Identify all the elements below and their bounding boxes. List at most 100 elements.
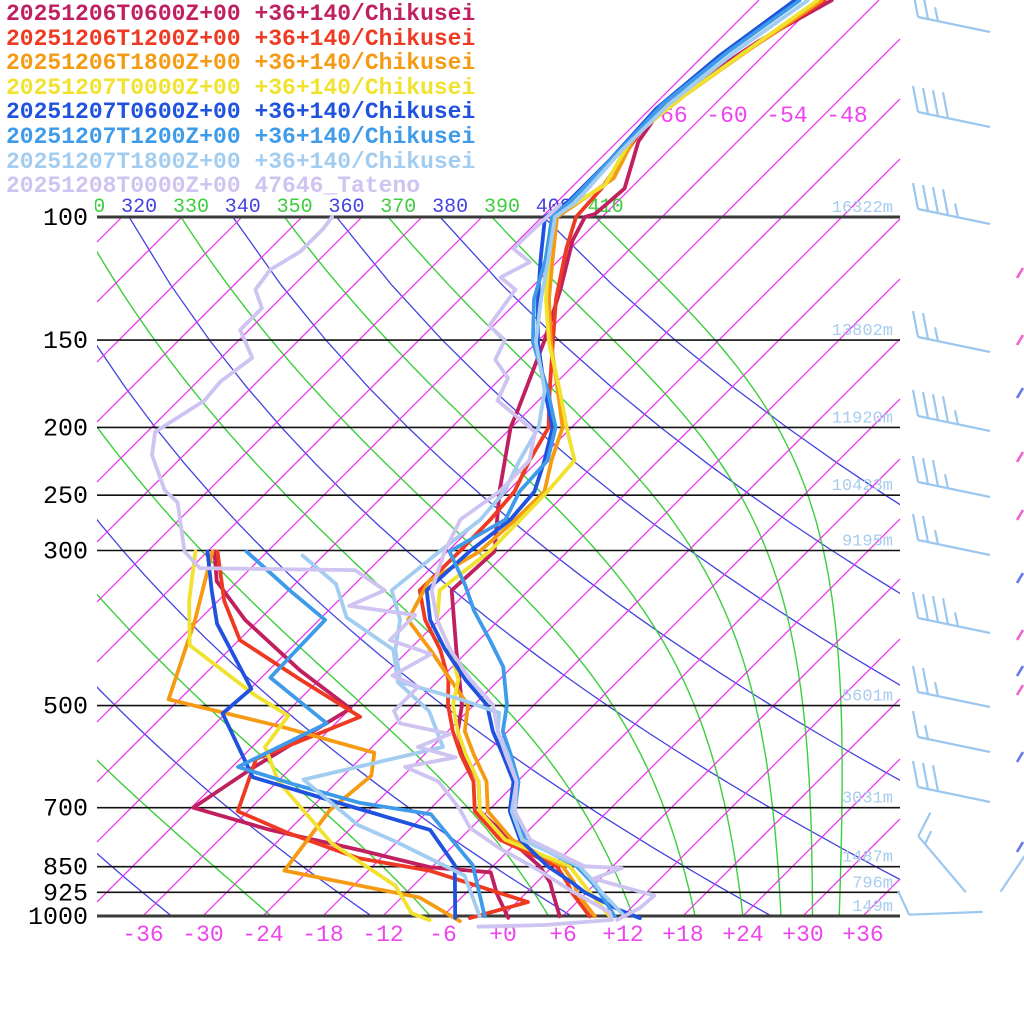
- trace-dewpoint-chikusei_07t0600: [205, 549, 458, 920]
- height-label-300: 9195m: [842, 533, 893, 552]
- pressure-label-925: 925: [43, 879, 88, 908]
- clipped-barb-tick: [1015, 451, 1024, 463]
- isotherm--24: [262, 278, 901, 917]
- theta-label-360: 360: [328, 196, 364, 219]
- isotherm-6: [562, 578, 901, 917]
- isotherm--60: [96, 0, 820, 723]
- legend-entry-2: 20251206T1200Z+00 +36+140/Chikusei: [6, 25, 476, 52]
- temp-label--24: -24: [242, 922, 283, 948]
- wind-barb: [911, 455, 991, 499]
- theta-label-390: 390: [484, 196, 520, 219]
- isotherm--72: [96, 216, 483, 603]
- dry-adiabat-380: [439, 217, 900, 595]
- trace-temperature-chikusei_07t0600: [424, 0, 797, 920]
- trace-temperature-chikusei_06t0600: [449, 0, 834, 919]
- clipped-barb-tick: [1015, 509, 1024, 521]
- wind-barb: [911, 182, 991, 226]
- height-label-925: 796m: [852, 874, 893, 893]
- clipped-barb-tick: [1015, 334, 1024, 346]
- temp-label-+6: +6: [549, 922, 577, 948]
- pressure-label-150: 150: [43, 327, 88, 356]
- moist-adiabat-290: [97, 425, 550, 916]
- height-label-1000: 149m: [852, 898, 893, 917]
- isotherm-30: [802, 818, 901, 917]
- pressure-label-250: 250: [43, 482, 88, 511]
- isotherm--12: [382, 398, 901, 917]
- trace-dewpoint-chikusei_07t1200: [236, 549, 487, 919]
- pressure-label-100: 100: [43, 204, 88, 233]
- isotherm--54: [96, 0, 880, 783]
- isotherm--90: [96, 216, 303, 423]
- temp-label-+36: +36: [842, 922, 883, 948]
- temp-label--18: -18: [302, 922, 343, 948]
- isotherm-top-label--48: -48: [826, 103, 867, 129]
- height-label-700: 3031m: [842, 790, 893, 809]
- temp-label--30: -30: [182, 922, 223, 948]
- temp-label-+18: +18: [662, 922, 703, 948]
- theta-label-320: 320: [121, 196, 157, 219]
- isotherm--108: [96, 216, 123, 243]
- trace-temperature-chikusei_07t1200: [447, 0, 802, 919]
- isotherm--78: [96, 216, 423, 543]
- dry-adiabat-340: [232, 217, 900, 782]
- clipped-barb-tick: [1015, 665, 1024, 677]
- trace-temperature-chikusei_07t1800: [389, 0, 810, 919]
- isotherm--84: [96, 216, 363, 483]
- moist-adiabat-250: [97, 759, 273, 916]
- height-label-150: 13802m: [832, 322, 893, 341]
- wind-barb: [911, 760, 991, 804]
- isotherm--18: [322, 338, 901, 917]
- theta-label-310: 310: [69, 196, 105, 219]
- temp-label-+24: +24: [722, 922, 763, 948]
- trace-dewpoint-chikusei_07t1800: [300, 553, 482, 919]
- dry-adiabat-360: [335, 217, 900, 686]
- clipped-barb-tick: [1015, 841, 1024, 853]
- moist-adiabat-270: [97, 593, 432, 916]
- dry-adiabat-280: [97, 518, 573, 916]
- isotherm-0: [502, 518, 901, 917]
- wind-barb: [896, 890, 983, 916]
- legend-entry-1: 20251206T0600Z+00 +36+140/Chikusei: [6, 1, 476, 27]
- height-label-850: 1487m: [842, 849, 893, 868]
- trace-temperature-tateno_obs: [429, 202, 657, 922]
- clipped-barb-tick: [1015, 387, 1024, 399]
- height-label-500: 5601m: [842, 688, 893, 707]
- legend-entry-7: 20251207T1800Z+00 +36+140/Chikusei: [6, 148, 476, 175]
- isotherm-36: [862, 878, 901, 917]
- moist-adiabat-410: [595, 217, 843, 916]
- theta-label-330: 330: [173, 196, 209, 219]
- pressure-label-500: 500: [43, 693, 88, 722]
- wind-barb: [913, 0, 991, 34]
- legend-entry-8: 20251208T0000Z+00 47646_Tateno: [6, 173, 421, 200]
- pressure-label-1000: 1000: [28, 903, 88, 932]
- theta-label-370: 370: [380, 196, 416, 219]
- theta-labels: 310 320 330 340 350 360 370 380 390 400 410: [69, 196, 624, 219]
- isotherm--102: [96, 216, 183, 303]
- theta-label-350: 350: [277, 196, 313, 219]
- moist-adiabat-390: [491, 217, 814, 916]
- dry-adiabat-320: [128, 217, 900, 881]
- wind-barb: [911, 710, 991, 754]
- wind-barb: [911, 310, 991, 354]
- theta-label-380: 380: [432, 196, 468, 219]
- clipped-barb-tick: [1015, 684, 1024, 696]
- wind-barb: [917, 812, 967, 894]
- temp-label--6: -6: [429, 922, 457, 948]
- temp-label--36: -36: [122, 922, 163, 948]
- wind-barb: [911, 389, 991, 433]
- moist-adiabat-310: [97, 250, 634, 916]
- dry-adiabat-240: [97, 852, 173, 916]
- dry-adiabat-260: [97, 686, 373, 916]
- legend-entry-6: 20251207T1200Z+00 +36+140/Chikusei: [6, 123, 476, 150]
- wind-barb: [911, 85, 991, 129]
- temp-label-+12: +12: [602, 922, 643, 948]
- wind-barb: [911, 591, 991, 635]
- temp-label-+30: +30: [782, 922, 823, 948]
- clipped-barb-tick: [1015, 751, 1024, 763]
- height-label-200: 11920m: [832, 409, 893, 428]
- pressure-axis: 100 16322m 150 13802m 200 11920m 250 10423m 300 9…: [28, 199, 900, 932]
- pressure-label-700: 700: [43, 795, 88, 824]
- pressure-label-300: 300: [43, 538, 88, 567]
